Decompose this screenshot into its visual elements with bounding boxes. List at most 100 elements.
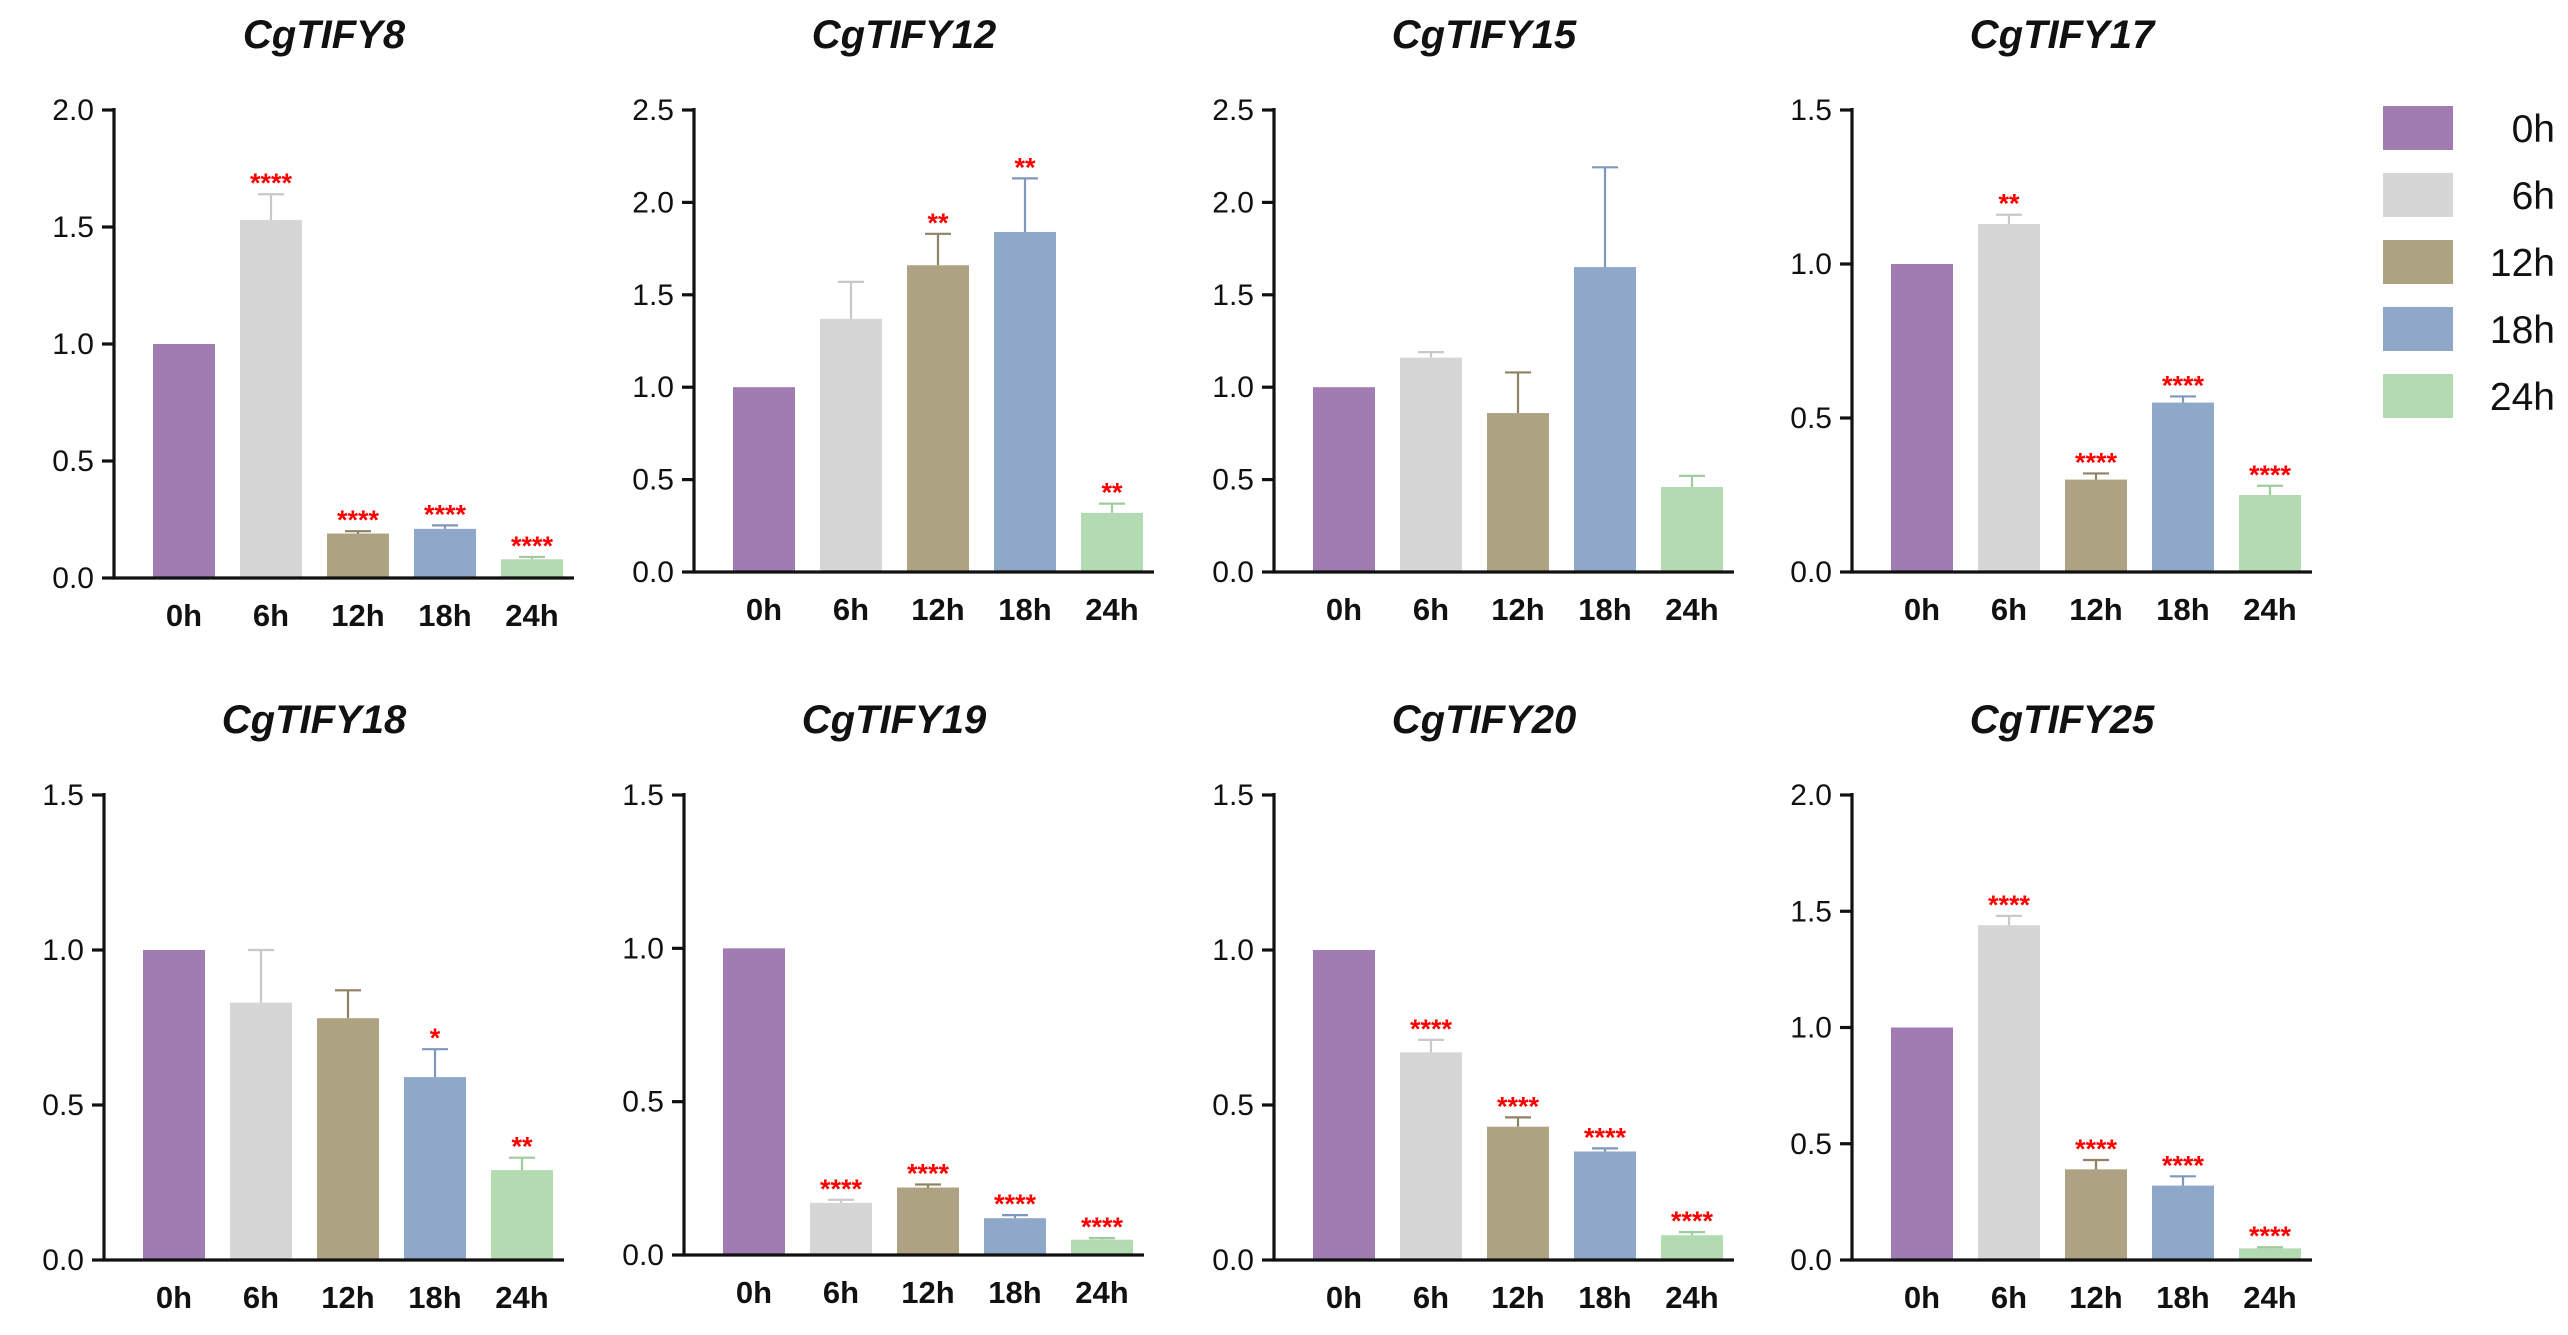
x-tick-label: 0h — [736, 1275, 772, 1310]
y-tick-label: 2.0 — [1212, 186, 1254, 219]
error-bar — [509, 1156, 535, 1171]
y-tick-label: 1.0 — [632, 371, 674, 404]
x-tick-label: 24h — [505, 598, 558, 633]
x-tick-label: 12h — [321, 1280, 374, 1315]
chart-title: CgTIFY25 — [1970, 698, 2155, 742]
bar-12h — [2065, 479, 2127, 572]
x-tick-label: 6h — [833, 592, 869, 627]
significance-label: ** — [1998, 189, 2020, 219]
y-tick-label: 1.0 — [1212, 934, 1254, 967]
legend-item-6h: 6h — [2383, 173, 2555, 218]
chart-panel-cgtify25: CgTIFY25 0h **** 6h **** 12h **** 18h **** 24h 0.0… — [1790, 698, 2312, 1315]
y-tick-label: 1.5 — [632, 279, 674, 312]
legend-swatch — [2383, 240, 2453, 284]
x-tick-label: 12h — [331, 598, 384, 633]
error-bar — [2257, 1246, 2283, 1249]
error-bar — [1679, 474, 1705, 487]
significance-label: * — [430, 1023, 441, 1053]
bar-24h — [2239, 1248, 2301, 1260]
bar-12h — [907, 265, 969, 572]
x-tick-label: 0h — [1904, 592, 1940, 627]
y-tick-label: 0.5 — [1212, 464, 1254, 497]
x-tick-label: 0h — [156, 1280, 192, 1315]
chart-panel-cgtify20: CgTIFY20 0h **** 6h **** 12h **** 18h **** 24h 0.0… — [1212, 698, 1734, 1315]
x-tick-label: 12h — [1491, 1280, 1544, 1315]
bar-6h — [240, 219, 302, 579]
y-tick-label: 0.0 — [1790, 556, 1832, 589]
x-tick-label: 18h — [2156, 592, 2209, 627]
bar-18h — [2152, 1185, 2214, 1260]
significance-label: **** — [907, 1158, 950, 1188]
x-tick-label: 12h — [901, 1275, 954, 1310]
significance-label: **** — [2075, 447, 2118, 477]
legend-swatch — [2383, 307, 2453, 351]
legend-label: 24h — [2490, 376, 2555, 419]
error-bar — [1505, 1116, 1531, 1127]
y-tick-label: 1.5 — [42, 779, 84, 812]
x-tick-label: 12h — [1491, 592, 1544, 627]
y-tick-label: 2.0 — [632, 186, 674, 219]
y-tick-label: 0.0 — [1212, 556, 1254, 589]
bar-18h — [404, 1077, 466, 1260]
bar-18h — [414, 528, 476, 578]
chart-panel-cgtify18: CgTIFY18 0h 6h 12h * 18h ** 24h 0.0 0.5 1.0 1.5 — [42, 698, 564, 1315]
significance-label: ** — [1014, 152, 1036, 182]
significance-label: **** — [2162, 1150, 2205, 1180]
significance-label: **** — [1584, 1122, 1627, 1152]
significance-label: ** — [1101, 478, 1123, 508]
significance-label: **** — [337, 505, 380, 535]
legend-item-24h: 24h — [2383, 374, 2555, 419]
bar-6h — [1400, 1052, 1462, 1260]
x-tick-label: 6h — [243, 1280, 279, 1315]
legend-swatch — [2383, 106, 2453, 150]
bar-12h — [897, 1187, 959, 1255]
legend-item-18h: 18h — [2383, 307, 2555, 352]
error-bar — [248, 948, 274, 1003]
error-bar — [432, 524, 458, 529]
x-tick-label: 18h — [1578, 1280, 1631, 1315]
y-tick-label: 1.5 — [622, 779, 664, 812]
legend-label: 6h — [2512, 175, 2555, 218]
x-tick-label: 24h — [495, 1280, 548, 1315]
y-tick-label: 0.5 — [52, 445, 94, 478]
significance-label: **** — [1497, 1091, 1540, 1121]
significance-label: **** — [1410, 1014, 1453, 1044]
x-tick-label: 18h — [998, 592, 1051, 627]
bar-24h — [1661, 486, 1723, 572]
x-tick-label: 24h — [1665, 1280, 1718, 1315]
significance-label: **** — [1671, 1206, 1714, 1236]
x-tick-label: 24h — [1085, 592, 1138, 627]
bar-12h — [1487, 1126, 1549, 1260]
x-tick-label: 18h — [418, 598, 471, 633]
x-tick-label: 0h — [1326, 1280, 1362, 1315]
bar-12h — [327, 533, 389, 578]
y-tick-label: 0.0 — [1212, 1244, 1254, 1277]
significance-label: ** — [511, 1132, 533, 1162]
error-bar — [519, 555, 545, 560]
bar-6h — [230, 1002, 292, 1260]
x-tick-label: 6h — [1413, 592, 1449, 627]
error-bar — [1418, 1038, 1444, 1053]
y-tick-label: 1.5 — [1790, 94, 1832, 127]
bar-24h — [1661, 1235, 1723, 1260]
y-tick-label: 1.0 — [1212, 371, 1254, 404]
x-tick-label: 0h — [1326, 592, 1362, 627]
significance-label: **** — [2162, 370, 2205, 400]
legend-label: 0h — [2512, 108, 2555, 151]
legend-item-0h: 0h — [2383, 106, 2555, 151]
chart-title: CgTIFY8 — [243, 13, 406, 57]
error-bar — [1012, 177, 1038, 232]
chart-title: CgTIFY20 — [1392, 698, 1576, 742]
significance-label: **** — [511, 531, 554, 561]
bar-0h — [723, 948, 785, 1255]
x-tick-label: 6h — [1991, 592, 2027, 627]
y-tick-label: 1.0 — [42, 934, 84, 967]
y-tick-label: 2.0 — [52, 94, 94, 127]
x-tick-label: 24h — [1075, 1275, 1128, 1310]
legend-swatch — [2383, 374, 2453, 418]
error-bar — [828, 1198, 854, 1203]
bar-12h — [1487, 413, 1549, 572]
significance-label: ** — [927, 208, 949, 238]
error-bar — [1002, 1214, 1028, 1219]
error-bar — [1679, 1230, 1705, 1236]
